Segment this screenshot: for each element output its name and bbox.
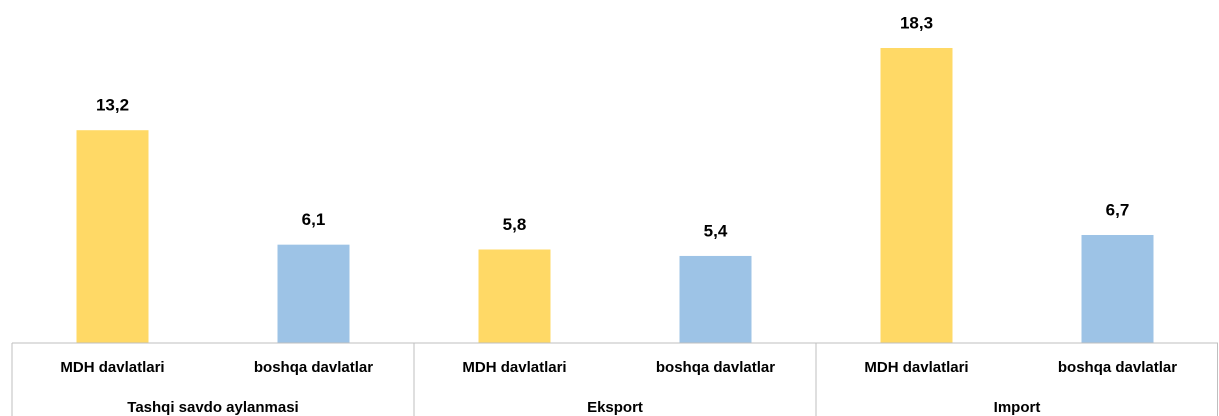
bar [277, 244, 350, 343]
group-label: Tashqi savdo aylanmasi [127, 399, 298, 416]
x-tick-label: MDH davlatlari [864, 359, 968, 376]
x-tick-label: MDH davlatlari [462, 359, 566, 376]
value-label: 5,8 [503, 215, 527, 234]
value-label: 13,2 [96, 96, 129, 115]
x-tick-label: boshqa davlatlar [1058, 359, 1177, 376]
bar [478, 249, 551, 343]
bar [76, 130, 149, 343]
value-label: 6,1 [302, 210, 326, 229]
value-label: 5,4 [704, 221, 728, 240]
bar [1081, 234, 1154, 343]
value-label: 18,3 [900, 13, 933, 32]
x-tick-label: boshqa davlatlar [254, 359, 373, 376]
bar [880, 48, 953, 343]
value-label: 6,7 [1106, 200, 1130, 219]
x-tick-label: boshqa davlatlar [656, 359, 775, 376]
bar [679, 255, 752, 343]
group-label: Eksport [587, 399, 643, 416]
group-label: Import [994, 399, 1041, 416]
x-tick-label: MDH davlatlari [60, 359, 164, 376]
